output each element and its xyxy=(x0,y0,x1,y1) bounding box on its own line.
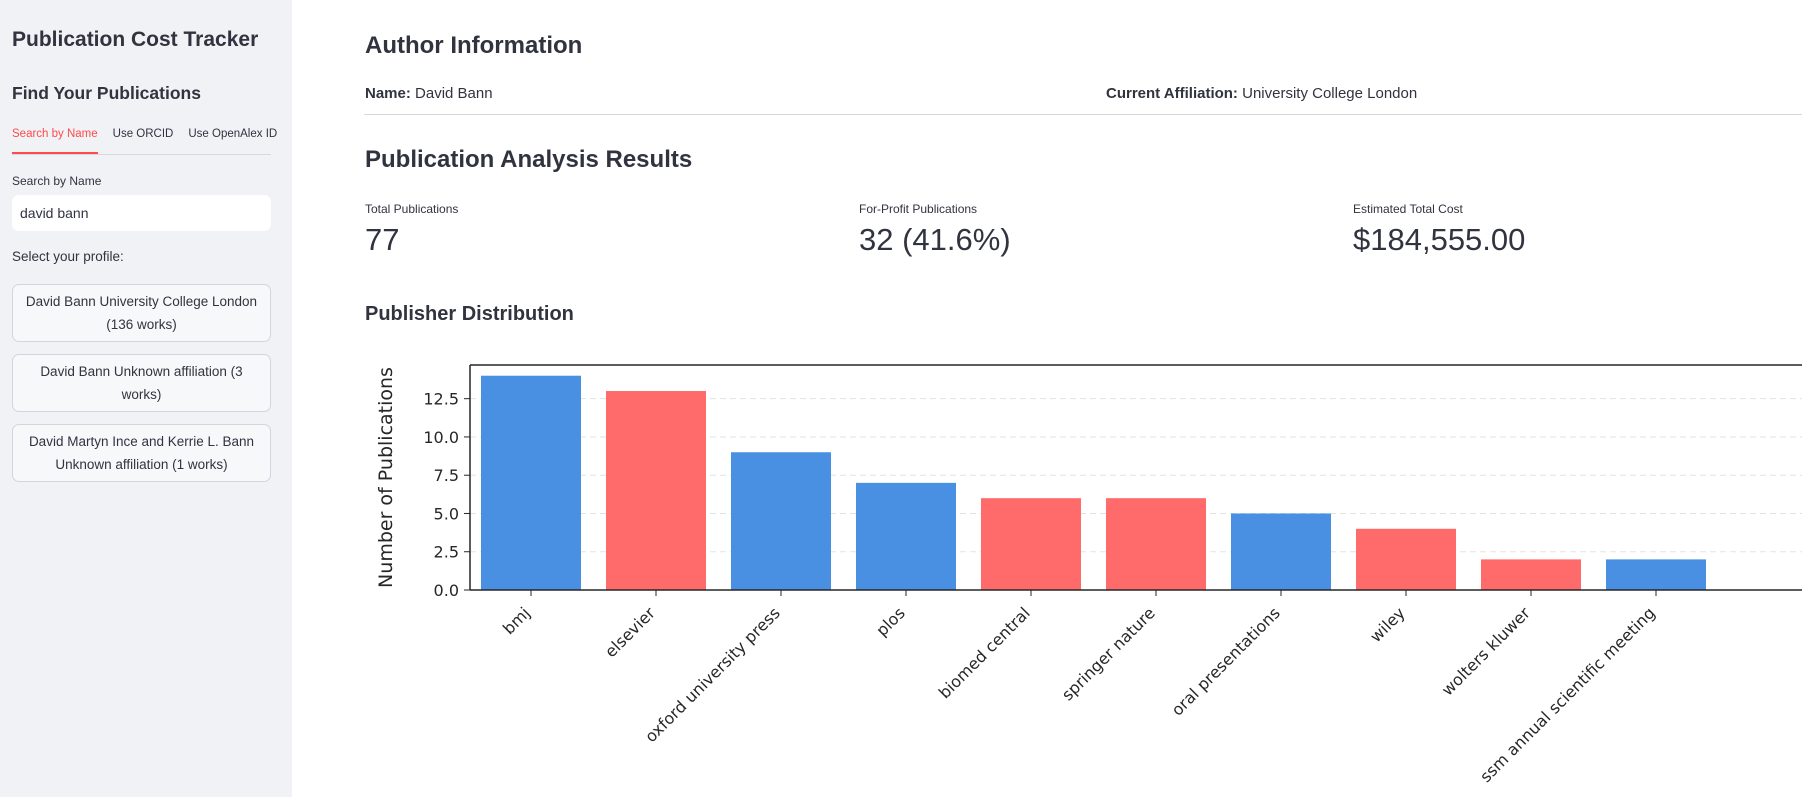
search-method-tabs: Search by Name Use ORCID Use OpenAlex ID xyxy=(12,126,277,155)
y-tick-label: 12.5 xyxy=(423,390,459,409)
profile-button-line: David Bann University College London xyxy=(25,294,258,309)
bar-wolters-kluwer xyxy=(1481,559,1581,590)
bar-ssm-annual-scientific-meeting xyxy=(1606,559,1706,590)
profile-button-line: David Bann Unknown affiliation (3 xyxy=(40,364,243,379)
profile-button-line: works) xyxy=(121,387,162,402)
estimated-total-cost-value: $184,555.00 xyxy=(1353,222,1526,257)
profile-button-ucl[interactable]: David Bann University College London (13… xyxy=(12,284,271,342)
for-profit-publications-value: 32 (41.6%) xyxy=(859,222,1011,257)
x-tick-label: elsevier xyxy=(601,603,659,661)
profile-button-unknown-3[interactable]: David Bann Unknown affiliation (3 works) xyxy=(12,354,271,412)
x-tick-label: oxford university press xyxy=(641,603,784,746)
profile-button-ince-bann[interactable]: David Martyn Ince and Kerrie L. Bann Unk… xyxy=(12,424,271,482)
app-title: Publication Cost Tracker xyxy=(12,28,259,51)
bar-oxford-university-press xyxy=(731,452,831,590)
total-publications-value: 77 xyxy=(365,222,400,257)
bar-springer-nature xyxy=(1106,498,1206,590)
y-tick-label: 7.5 xyxy=(434,466,459,485)
author-name-value: David Bann xyxy=(415,85,493,102)
y-axis-label: Number of Publications xyxy=(375,367,397,588)
search-by-name-label: Search by Name xyxy=(12,174,102,188)
estimated-total-cost-label: Estimated Total Cost xyxy=(1353,202,1463,216)
author-information-heading: Author Information xyxy=(365,32,583,59)
author-name-row: Name: David Bann xyxy=(365,85,493,102)
select-profile-label: Select your profile: xyxy=(12,249,124,264)
x-tick-label: wolters kluwer xyxy=(1438,603,1534,699)
sidebar: Publication Cost Tracker Find Your Publi… xyxy=(0,0,292,797)
y-tick-label: 10.0 xyxy=(423,428,459,447)
publisher-distribution-heading: Publisher Distribution xyxy=(365,303,574,325)
profile-button-line: David Martyn Ince and Kerrie L. Bann xyxy=(28,434,255,449)
tab-use-openalex-id[interactable]: Use OpenAlex ID xyxy=(188,128,278,140)
bar-oral-presentations xyxy=(1231,513,1331,590)
bar-wiley xyxy=(1356,528,1456,590)
x-tick-label: oral presentations xyxy=(1168,603,1284,719)
find-publications-heading: Find Your Publications xyxy=(12,83,201,103)
x-tick-label: wiley xyxy=(1366,603,1409,646)
author-affiliation-value: University College London xyxy=(1242,85,1418,102)
section-divider xyxy=(364,114,1802,115)
bar-elsevier xyxy=(606,391,706,590)
total-publications-label: Total Publications xyxy=(365,202,459,216)
x-tick-label: biomed central xyxy=(935,603,1034,702)
bar-plos xyxy=(856,482,956,590)
x-tick-label: springer nature xyxy=(1058,603,1159,704)
tab-use-orcid[interactable]: Use ORCID xyxy=(112,128,174,140)
y-tick-label: 5.0 xyxy=(434,504,459,523)
search-name-input[interactable] xyxy=(12,195,271,231)
tab-search-by-name[interactable]: Search by Name xyxy=(12,126,98,154)
profile-button-line: Unknown affiliation (1 works) xyxy=(55,457,228,472)
y-tick-label: 0.0 xyxy=(434,581,459,600)
author-affiliation-label: Current Affiliation: xyxy=(1106,85,1238,102)
author-affiliation-row: Current Affiliation: University College … xyxy=(1106,85,1417,102)
publication-analysis-heading: Publication Analysis Results xyxy=(365,146,693,173)
profile-button-line: (136 works) xyxy=(106,317,177,332)
bar-bmj xyxy=(481,375,581,590)
x-tick-label: plos xyxy=(872,603,909,640)
y-tick-label: 2.5 xyxy=(434,543,459,562)
author-name-label: Name: xyxy=(365,85,411,102)
main-content: Author Information Name: David Bann Curr… xyxy=(292,0,1802,797)
for-profit-publications-label: For-Profit Publications xyxy=(859,202,978,216)
x-tick-label: bmj xyxy=(499,603,534,638)
bar-biomed-central xyxy=(981,498,1081,590)
